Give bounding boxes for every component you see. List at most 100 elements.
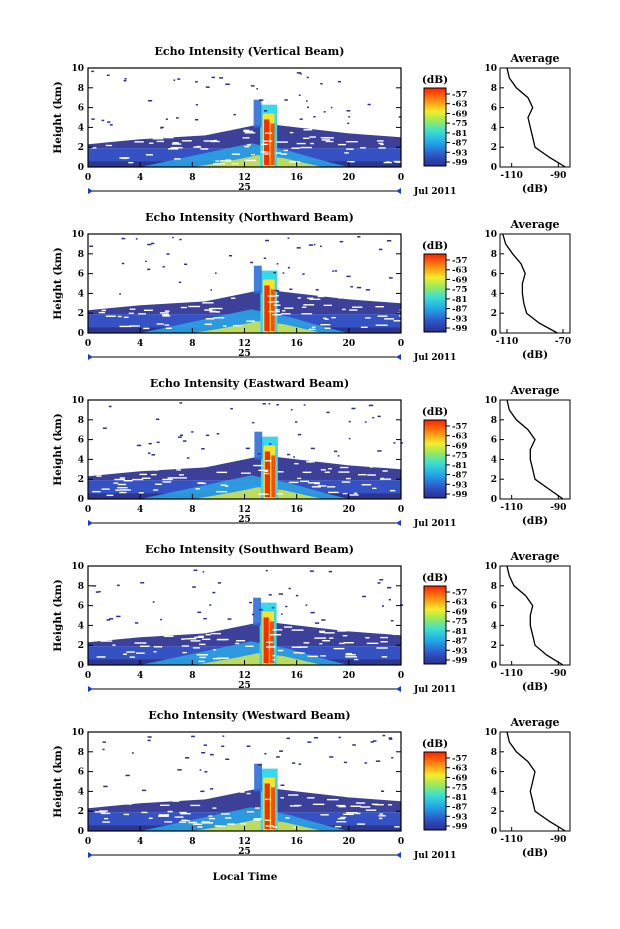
echo-gap-speckle — [176, 296, 183, 298]
panel-title: Echo Intensity (Northward Beam) — [145, 211, 354, 224]
echo-gap-speckle — [345, 629, 353, 632]
x-tick-label: 20 — [343, 173, 356, 183]
echo-gap-speckle — [280, 313, 291, 315]
echo-sparse-point — [265, 239, 270, 242]
colorbar-tick-label: -69 — [452, 773, 467, 783]
echo-gap-speckle — [199, 294, 205, 296]
echo-gap-speckle — [349, 295, 353, 298]
echo-gap-speckle — [198, 482, 206, 485]
x-tick-label: 8 — [189, 671, 195, 681]
echo-sparse-point — [380, 790, 385, 792]
echo-gap-speckle — [145, 792, 158, 794]
echo-column-core-1 — [264, 285, 270, 332]
echo-gap-speckle — [92, 634, 103, 637]
echo-sparse-point — [179, 434, 184, 437]
echo-daytime-core — [192, 653, 323, 665]
panel-1: Echo Intensity (Vertical Beam) 0 2 4 6 8 10 Hei… — [52, 45, 571, 197]
echo-sparse-point — [332, 270, 334, 272]
echo-sparse-point — [307, 741, 312, 743]
echo-sparse-point — [184, 263, 188, 266]
echo-gap-speckle — [88, 128, 96, 130]
echo-sparse-point — [109, 618, 114, 620]
echo-sparse-point — [252, 613, 255, 616]
echo-sparse-point — [257, 764, 262, 766]
echo-gap-speckle — [292, 826, 297, 829]
echo-gap-speckle — [269, 634, 282, 636]
echo-sparse-point — [195, 103, 198, 106]
profile-y-tick-label: 4 — [491, 621, 497, 631]
echo-gap-speckle — [309, 298, 321, 300]
echo-gap-speckle — [311, 326, 316, 329]
echo-sparse-point — [391, 757, 394, 759]
echo-sparse-point — [256, 88, 259, 90]
echo-sparse-point — [263, 257, 267, 260]
echo-gap-speckle — [152, 795, 164, 797]
echo-sparse-point — [398, 116, 402, 118]
profile-line — [506, 731, 566, 832]
echo-gap-speckle — [322, 640, 330, 642]
day-bar-end-marker — [396, 520, 401, 526]
echo-gap-speckle — [375, 324, 388, 326]
y-tick-label: 8 — [78, 582, 84, 592]
echo-gap-speckle — [300, 652, 305, 654]
echo-gap-speckle — [235, 642, 240, 645]
echo-gap-speckle — [296, 142, 306, 145]
echo-gap-speckle — [345, 656, 357, 658]
echo-gap-speckle — [365, 317, 371, 319]
echo-gap-speckle — [282, 310, 286, 312]
echo-gap-speckle — [383, 161, 393, 164]
echo-sparse-point — [264, 752, 267, 755]
echo-gap-speckle — [346, 812, 358, 814]
day-bar-start-marker — [88, 852, 93, 858]
echo-sparse-point — [102, 741, 106, 743]
echo-gap-speckle — [130, 627, 134, 630]
colorbar-tick-label: -69 — [452, 441, 467, 451]
echo-gap-speckle — [170, 147, 183, 149]
profile-y-tick-label: 2 — [491, 475, 497, 485]
echo-sparse-point — [375, 760, 381, 762]
panel-3: Echo Intensity (Eastward Beam) 0 2 4 6 8 10 Hei… — [52, 377, 571, 529]
colorbar-tick-label: -69 — [452, 607, 467, 617]
echo-sparse-point — [334, 270, 338, 272]
echo-gap-speckle — [392, 633, 405, 636]
date-label: Jul 2011 — [413, 187, 456, 197]
echo-gap-speckle — [268, 310, 280, 313]
echo-gap-speckle — [117, 315, 122, 318]
echo-gap-speckle — [284, 307, 294, 309]
profile-xlabel: (dB) — [522, 681, 548, 693]
profile-x-tick-label: -70 — [555, 337, 571, 347]
echo-gap-speckle — [250, 153, 255, 156]
echo-sparse-point — [107, 121, 111, 123]
echo-gap-speckle — [117, 296, 125, 298]
echo-sparse-point — [276, 756, 280, 758]
echo-sparse-point — [372, 740, 377, 742]
echo-gap-speckle — [294, 804, 302, 807]
echo-sparse-point — [184, 757, 190, 759]
profile-y-tick-label: 10 — [484, 230, 497, 240]
echo-gap-speckle — [342, 492, 348, 495]
echo-sparse-point — [148, 442, 152, 445]
echo-gap-speckle — [167, 626, 172, 629]
echo-column-top — [253, 99, 262, 128]
echo-sparse-point — [382, 734, 386, 737]
y-axis-label: Height (km) — [52, 745, 64, 817]
echo-sparse-point — [177, 769, 182, 771]
echo-gap-speckle — [196, 654, 209, 656]
echo-gap-speckle — [384, 318, 395, 320]
y-tick-label: 4 — [78, 621, 84, 631]
profile-line — [502, 233, 558, 334]
echo-gap-speckle — [245, 159, 257, 162]
echo-sparse-point — [215, 272, 217, 274]
echo-gap-speckle — [243, 130, 254, 133]
echo-gap-speckle — [189, 637, 194, 640]
y-tick-label: 2 — [78, 475, 84, 485]
colorbar-tick-label: -81 — [452, 129, 467, 139]
echo-gap-speckle — [186, 819, 190, 822]
echo-gap-speckle — [93, 464, 103, 466]
echo-gap-speckle — [272, 313, 282, 316]
colorbar-tick-label: -99 — [452, 324, 467, 334]
echo-gap-speckle — [165, 131, 176, 133]
echo-sparse-point — [147, 739, 151, 742]
echo-column-core-1 — [264, 451, 271, 498]
x-tick-label: 20 — [343, 671, 356, 681]
